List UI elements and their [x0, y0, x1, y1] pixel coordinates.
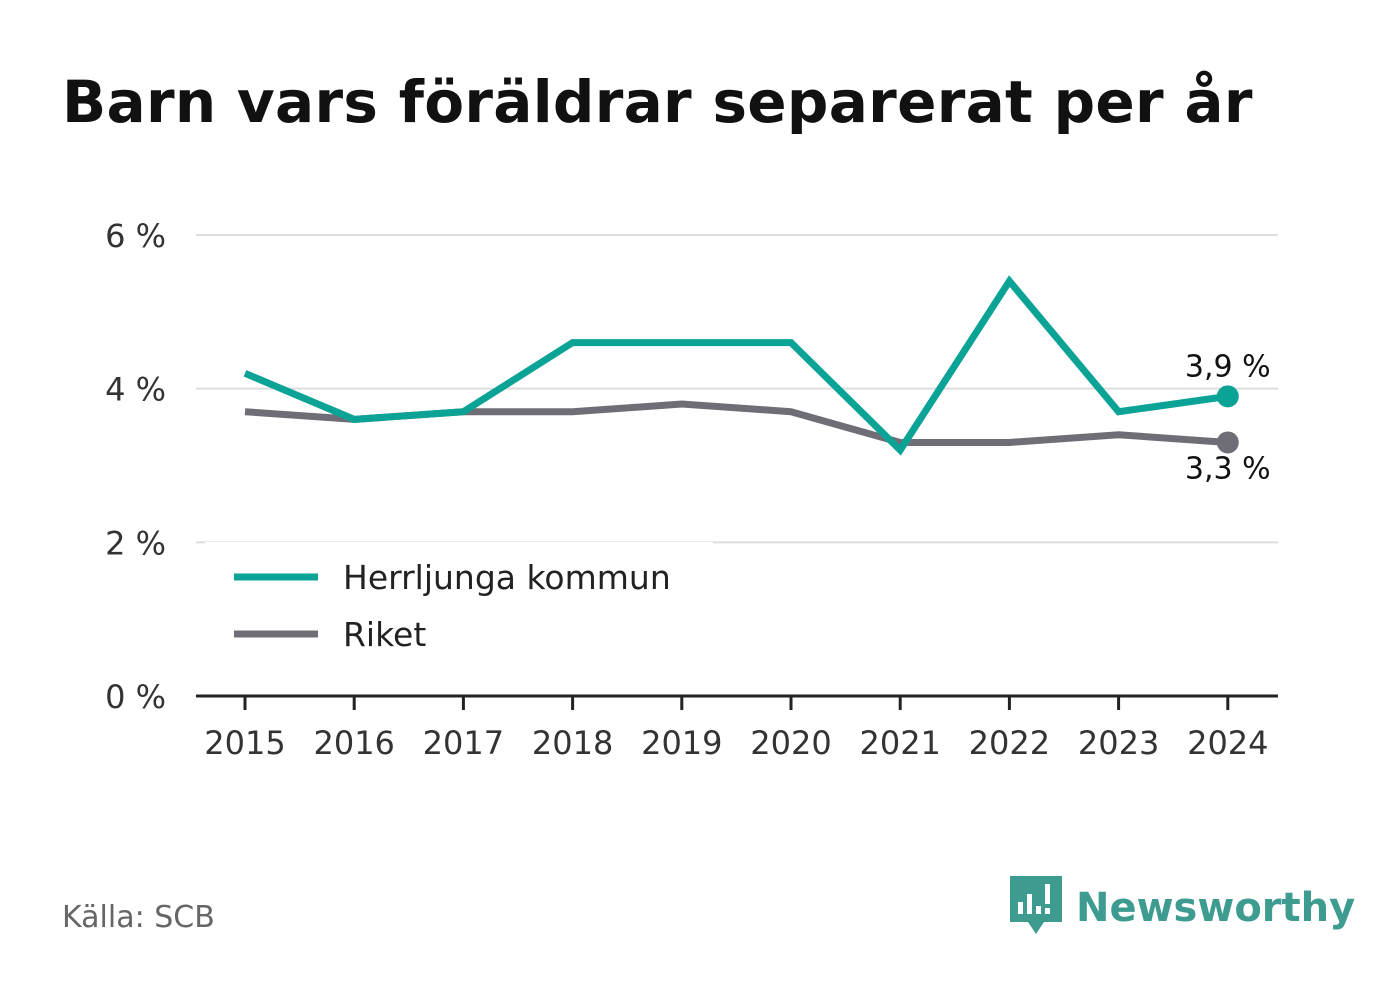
- x-tick-label: 2019: [641, 724, 722, 762]
- x-tick-label: 2018: [532, 724, 613, 762]
- y-tick-label: 4 %: [105, 371, 166, 409]
- series-end-label: 3,3 %: [1185, 451, 1271, 486]
- x-axis-ticks: 2015 2016 2017 2018 2019 2020 2021 2022 2023 2024: [204, 696, 1269, 762]
- series-end-label: 3,9 %: [1185, 349, 1271, 384]
- y-tick-label: 2 %: [105, 524, 166, 562]
- series-line: [244, 400, 1229, 446]
- legend: Herrljunga kommun Riket: [205, 542, 713, 670]
- series-line: [243, 275, 1229, 456]
- legend-background: [205, 542, 713, 670]
- legend-label: Riket: [343, 615, 426, 654]
- x-tick-label: 2016: [313, 724, 394, 762]
- x-tick-label: 2023: [1078, 724, 1159, 762]
- x-tick-label: 2017: [423, 724, 504, 762]
- y-tick-label: 0 %: [105, 678, 166, 716]
- x-tick-label: 2020: [750, 724, 831, 762]
- page-title: Barn vars föräldrar separerat per år: [62, 68, 1253, 136]
- brand-logo: Newsworthy: [1010, 876, 1355, 940]
- y-tick-label: 6 %: [105, 217, 166, 255]
- x-tick-label: 2021: [859, 724, 940, 762]
- brand-name: Newsworthy: [1076, 885, 1356, 931]
- grid-lines: [196, 234, 1278, 544]
- series-end-markers: 3,9 % 3,3 %: [1185, 349, 1271, 486]
- newsworthy-logo-icon: [1010, 876, 1062, 934]
- y-axis-tick-labels: 0 % 2 % 4 % 6 %: [105, 217, 166, 716]
- series-lines: [243, 275, 1229, 456]
- legend-label: Herrljunga kommun: [343, 558, 671, 597]
- series-end-point: [1216, 431, 1239, 454]
- x-tick-label: 2024: [1187, 724, 1268, 762]
- x-tick-label: 2022: [969, 724, 1050, 762]
- x-tick-label: 2015: [204, 724, 285, 762]
- series-end-point: [1216, 385, 1239, 408]
- source-note: Källa: SCB: [62, 900, 215, 935]
